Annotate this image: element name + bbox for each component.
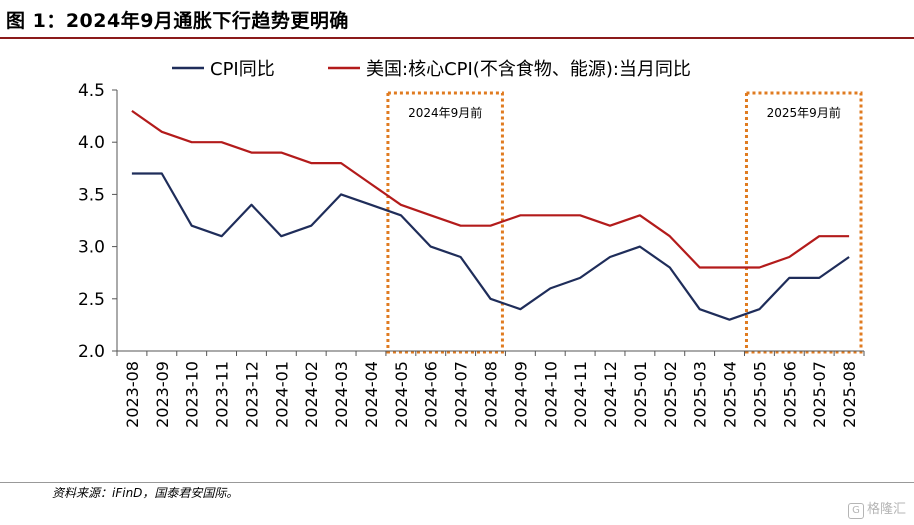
x-tick-label: 2024-05 [392,361,411,428]
watermark-logo-icon: G [847,503,864,519]
y-tick-label: 3.0 [78,238,105,258]
source-note: 资料来源：iFinD，国泰君安国际。 [52,486,239,500]
annotation-label: 2025年9月前 [767,105,841,120]
title-divider [0,37,914,39]
x-tick-label: 2024-12 [601,361,620,428]
source-divider [0,482,914,483]
annotation-box [386,91,504,354]
line-chart: CPI同比 美国:核心CPI(不含食物、能源):当月同比 2024年9月前 2025… [78,59,865,428]
chart-axes: 2.0 2.5 3.0 3.5 4.0 4.5 2023-08 2023-09 2023-10 2… [78,81,865,428]
legend-label-1: CPI同比 [210,59,275,80]
x-tick-label: 2024-06 [422,361,441,428]
x-tick-label: 2024-03 [332,361,351,428]
x-tick-label: 2025-07 [810,361,829,428]
annotation-box [744,91,863,354]
x-tick-label: 2024-01 [272,361,291,428]
y-tick-label: 2.0 [78,342,105,362]
x-tick-label: 2023-08 [123,361,142,428]
x-tick-label: 2025-04 [721,361,740,428]
x-tick-label: 2024-04 [362,361,381,428]
x-tick-label: 2024-08 [482,361,501,428]
legend: CPI同比 美国:核心CPI(不含食物、能源):当月同比 [172,59,691,80]
x-tick-label: 2024-11 [571,361,590,428]
annotation-boxes: 2024年9月前 2025年9月前 [386,91,863,354]
y-tick-label: 4.0 [78,133,105,153]
x-tick-label: 2025-01 [631,361,650,428]
x-tick-label: 2025-06 [780,361,799,428]
series-line-1 [131,172,850,321]
series-line-2 [131,109,850,269]
y-tick-label: 4.5 [78,81,105,101]
annotation-label: 2024年9月前 [408,105,482,120]
series-lines [131,109,850,321]
y-tick-label: 2.5 [78,290,105,310]
figure-title: 图 1：2024年9月通胀下行趋势更明确 [6,10,349,32]
x-tick-label: 2024-02 [302,361,321,428]
watermark-text: 格隆汇 [866,502,906,517]
x-tick-label: 2024-07 [452,361,471,428]
x-tick-label: 2025-08 [840,361,859,428]
x-tick-label: 2023-10 [183,361,202,428]
watermark: G 格隆汇 [847,498,906,519]
x-tick-label: 2025-05 [750,361,769,428]
x-tick-label: 2024-09 [511,361,530,428]
x-tick-label: 2025-03 [691,361,710,428]
legend-label-2: 美国:核心CPI(不含食物、能源):当月同比 [366,59,691,80]
x-tick-label: 2025-02 [661,361,680,428]
x-tick-label: 2023-11 [213,361,232,428]
x-tick-label: 2023-09 [153,361,172,428]
y-tick-label: 3.5 [78,185,105,205]
x-tick-label: 2024-10 [541,361,560,428]
x-tick-label: 2023-12 [242,361,261,428]
